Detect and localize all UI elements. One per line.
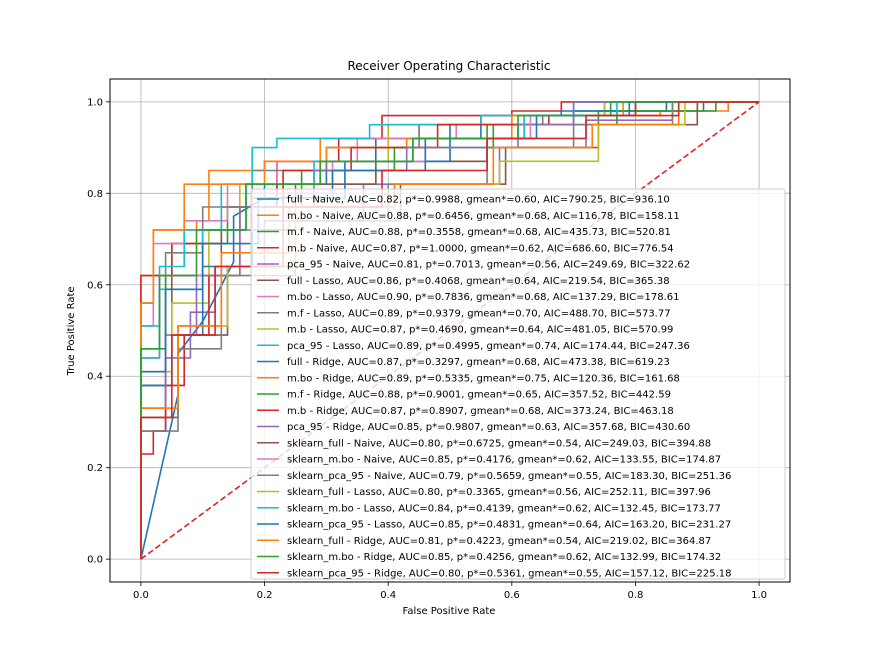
legend-entry: m.bo - Ridge, AUC=0.89, p*=0.5335, gmean…: [287, 373, 680, 384]
series-lines: [140, 101, 760, 560]
x-axis-ticks: 0.0 0.2 0.4 0.6 0.8 1.0: [133, 582, 767, 601]
y-axis-ticks: 0.0 0.2 0.4 0.6 0.8 1.0: [87, 97, 110, 566]
x-tick-label: 0.8: [628, 590, 644, 601]
legend-entry: m.f - Lasso, AUC=0.89, p*=0.9379, gmean*…: [287, 308, 671, 319]
roc-curve-4: [140, 101, 760, 560]
x-tick-label: 0.0: [133, 590, 149, 601]
y-tick-label: 1.0: [87, 97, 103, 108]
legend-entry: sklearn_m.bo - Ridge, AUC=0.85, p*=0.425…: [287, 552, 721, 563]
legend-box: [250, 188, 786, 580]
legend-entry: sklearn_m.bo - Lasso, AUC=0.84, p*=0.413…: [287, 503, 721, 514]
x-tick-label: 0.6: [504, 590, 520, 601]
legend-entry: m.bo - Naive, AUC=0.88, p*=0.6456, gmean…: [287, 211, 680, 222]
plot-frame: [109, 78, 791, 583]
y-axis-label: True Positive Rate: [66, 286, 77, 376]
y-tick-label: 0.8: [87, 189, 103, 200]
legend-entry: pca_95 - Ridge, AUC=0.85, p*=0.9807, gme…: [287, 422, 690, 433]
y-tick-label: 0.6: [87, 280, 103, 291]
y-tick-label: 0.4: [87, 372, 103, 383]
legend-entry: m.b - Ridge, AUC=0.87, p*=0.8907, gmean*…: [287, 406, 674, 417]
diagonal-reference-line: [140, 101, 760, 560]
y-tick-label: 0.2: [87, 463, 103, 474]
x-tick-label: 0.2: [257, 590, 273, 601]
roc-curve-10: [140, 101, 760, 560]
legend-entry: pca_95 - Naive, AUC=0.81, p*=0.7013, gme…: [287, 260, 690, 271]
legend-entry: sklearn_full - Naive, AUC=0.80, p*=0.672…: [287, 438, 711, 449]
legend-entry: sklearn_pca_95 - Naive, AUC=0.79, p*=0.5…: [287, 471, 731, 482]
legend-entry: sklearn_m.bo - Naive, AUC=0.85, p*=0.417…: [287, 455, 721, 466]
legend-entry: sklearn_pca_95 - Lasso, AUC=0.85, p*=0.4…: [287, 520, 731, 531]
legend-entry: sklearn_full - Lasso, AUC=0.80, p*=0.336…: [287, 487, 711, 498]
legend-entry: m.b - Naive, AUC=0.87, p*=1.0000, gmean*…: [287, 243, 674, 254]
roc-curve-23: [140, 101, 760, 560]
legend-entry: sklearn_full - Ridge, AUC=0.81, p*=0.422…: [287, 536, 711, 547]
legend-entry: m.bo - Lasso, AUC=0.90, p*=0.7836, gmean…: [287, 292, 680, 303]
x-axis-label: False Positive Rate: [403, 606, 496, 617]
legend: full - Naive, AUC=0.82, p*=0.9988, gmean…: [250, 188, 786, 580]
x-tick-label: 0.4: [380, 590, 396, 601]
y-tick-label: 0.0: [87, 555, 103, 566]
chart-title: Receiver Operating Characteristic: [347, 59, 550, 73]
legend-entry: m.f - Ridge, AUC=0.88, p*=0.9001, gmean*…: [287, 390, 671, 401]
legend-entry: sklearn_pca_95 - Ridge, AUC=0.80, p*=0.5…: [287, 568, 732, 579]
x-tick-label: 1.0: [751, 590, 767, 601]
legend-entry: m.f - Naive, AUC=0.88, p*=0.3558, gmean*…: [287, 227, 671, 238]
legend-entry: full - Ridge, AUC=0.87, p*=0.3297, gmean…: [287, 357, 670, 368]
legend-entry: m.b - Lasso, AUC=0.87, p*=0.4690, gmean*…: [287, 325, 673, 336]
legend-entry: pca_95 - Lasso, AUC=0.89, p*=0.4995, gme…: [287, 341, 690, 352]
legend-entry: full - Lasso, AUC=0.86, p*=0.4068, gmean…: [287, 276, 670, 287]
legend-entry: full - Naive, AUC=0.82, p*=0.9988, gmean…: [287, 195, 670, 206]
